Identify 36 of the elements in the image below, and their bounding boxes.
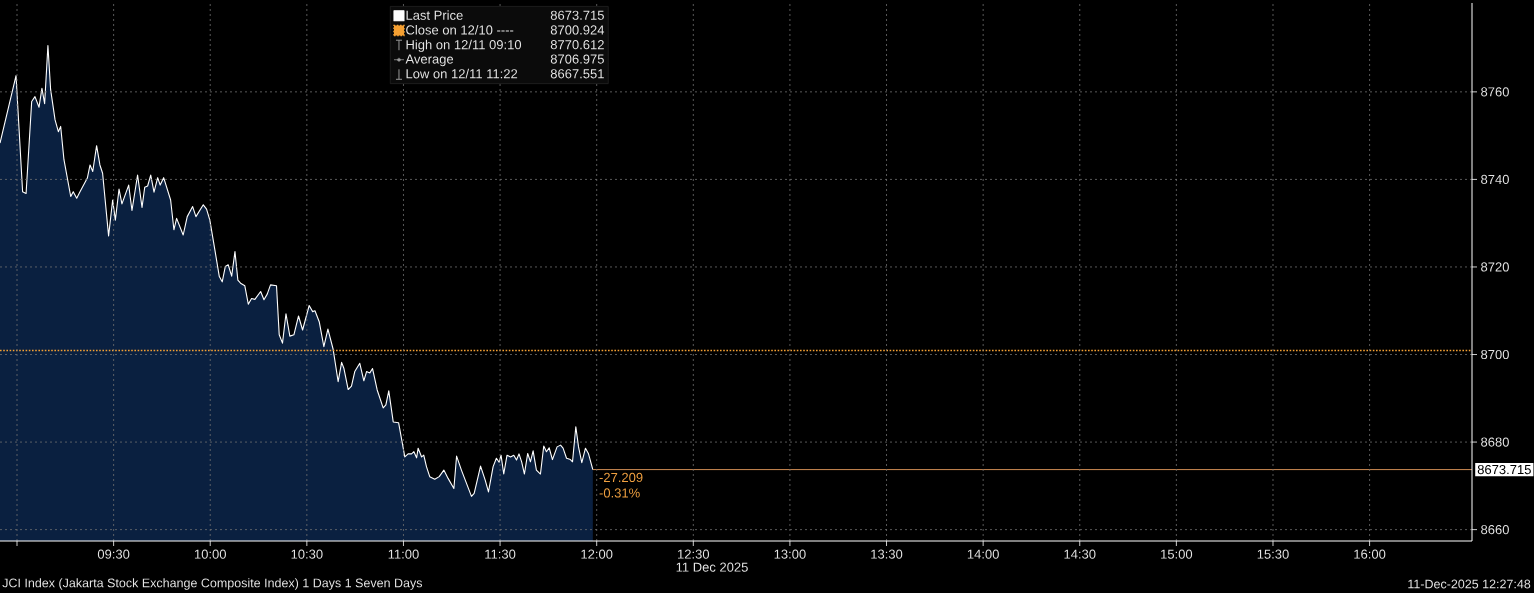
annotation: 8673.715: [550, 10, 604, 20]
x-axis-title: 11 Dec 2025: [676, 562, 748, 572]
ref-line-label: 8673.715: [1477, 464, 1531, 475]
x-tick-label: 16:00: [1354, 549, 1386, 559]
y-tick-label: 8760: [1481, 87, 1509, 97]
text: JCI Index (Jakarta Stock Exchange Composite Index) 1 Days 1 Seven Days: [2, 578, 423, 590]
x-tick-label: 13:00: [774, 549, 806, 559]
x-tick-label: 11:30: [485, 549, 516, 559]
annotation: Average: [405, 54, 454, 67]
annotation: 8667.551: [550, 69, 604, 79]
y-tick-label: 8680: [1481, 437, 1509, 447]
legend-label: Close on 12/10 ----: [406, 25, 514, 35]
y-tick-label: 8740: [1481, 174, 1509, 185]
y-tick-label: 8720: [1481, 262, 1509, 272]
x-tick-label: 13:30: [871, 549, 903, 559]
x-tick-label: 10:30: [291, 549, 323, 559]
x-tick-label: 14:00: [967, 549, 999, 559]
annotation: High on 12/11 09:10: [406, 39, 522, 52]
x-tick-label: 10:00: [194, 549, 226, 559]
y-tick-label: 8660: [1481, 525, 1509, 535]
y-tick-label: 8700: [1481, 349, 1509, 360]
annotation: -27.209: [599, 472, 643, 483]
annotation: -0.31%: [599, 488, 640, 498]
x-tick-label: 15:30: [1257, 549, 1289, 559]
x-tick-label: 14:30: [1064, 549, 1096, 559]
legend-label: Last Price: [406, 10, 463, 20]
x-tick-label: 15:00: [1161, 549, 1193, 559]
annotation: 8770.612: [550, 40, 604, 50]
text: 11-Dec-2025 12:27:48: [1408, 579, 1531, 589]
annotation: Low on 12/11 11:22: [406, 68, 518, 79]
x-tick-label: 12:30: [678, 549, 710, 559]
x-tick-label: 12:00: [581, 549, 613, 559]
annotation: 8706.975: [550, 54, 604, 64]
annotation: 8700.924: [550, 25, 605, 35]
x-tick-label: 09:30: [97, 549, 130, 559]
x-tick-label: 11:00: [388, 549, 419, 559]
